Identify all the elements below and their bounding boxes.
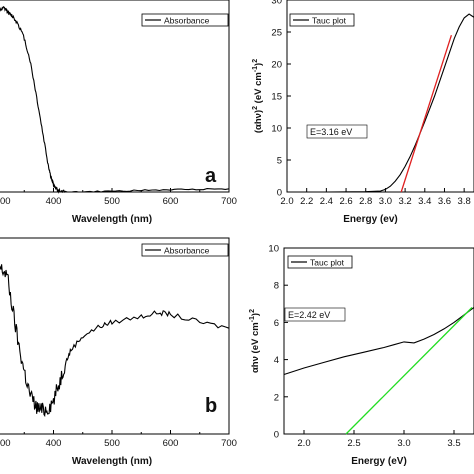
panel-letter: a (205, 165, 217, 187)
x-tick-label: 2.4 (320, 196, 333, 207)
y-axis-label-part: -1 (249, 316, 256, 322)
x-tick-label: 600 (163, 438, 179, 449)
y-tick-label: 0 (274, 430, 279, 441)
x-tick-label: 00 (0, 196, 11, 207)
energy-annotation: E=2.42 eV (288, 310, 330, 320)
y-axis-label-part: ) (253, 63, 264, 66)
x-tick-label: 700 (221, 196, 237, 207)
y-axis-label-part: (αhν) (253, 110, 264, 133)
x-tick-label: 3.0 (379, 196, 392, 207)
legend-box (141, 243, 229, 257)
x-tick-label: 2.0 (280, 196, 293, 207)
legend-label: Tauc plot (310, 258, 345, 268)
panel-b-tauc-chart: 2.0 2.5 3.0 3.5 0 2 4 6 8 10 Energy (eV) αhν (eV cm… (249, 244, 474, 467)
y-tick-label: 0 (277, 188, 282, 199)
y-tick-label: 20 (271, 60, 282, 71)
x-tick-label: 700 (221, 438, 237, 449)
panel-b-absorbance-chart: 00 400 500 600 700 Wavelength (nm) Absorbance b (0, 237, 237, 467)
legend-label: Absorbance (164, 16, 210, 26)
y-axis-label: (αhν)2 (eV cm-1)2 (252, 59, 264, 133)
legend-box (289, 13, 355, 27)
x-tick-label: 600 (163, 196, 179, 207)
y-axis-label-part: 2 (252, 59, 259, 63)
data-curve (0, 6, 230, 194)
x-axis-label: Energy (ev) (343, 214, 397, 225)
x-tick-label: 3.4 (418, 196, 431, 207)
linear-fit-line (345, 307, 473, 435)
legend-box (287, 255, 353, 269)
y-axis-label-part: αhν (eV cm (250, 322, 261, 373)
x-axis-label: Wavelength (nm) (72, 214, 152, 225)
y-axis-label-part: -1 (252, 66, 259, 72)
x-tick-label: 2.0 (297, 438, 310, 449)
x-tick-label: 500 (104, 438, 120, 449)
x-tick-label: 2.5 (347, 438, 360, 449)
y-tick-label: 25 (271, 28, 282, 39)
y-tick-label: 10 (271, 124, 282, 135)
y-tick-label: 8 (274, 281, 279, 292)
data-curve (287, 13, 474, 193)
panel-a-tauc-chart: 2.0 2.2 2.4 2.6 2.8 3.0 3.2 3.4 3.6 3.8 0 5 10 15 20 25… (252, 0, 474, 225)
annotation-box (284, 307, 346, 322)
y-tick-label: 2 (274, 392, 279, 403)
x-tick-label: 3.5 (447, 438, 460, 449)
y-tick-label: 4 (274, 355, 279, 366)
panel-letter: b (205, 395, 217, 417)
x-tick-label: 00 (0, 438, 11, 449)
y-axis-label-part: 2 (252, 106, 259, 110)
y-tick-label: 5 (277, 156, 282, 167)
data-curve (283, 307, 474, 376)
linear-fit-line (400, 35, 453, 193)
y-tick-label: 30 (271, 0, 282, 7)
x-tick-label: 2.2 (300, 196, 313, 207)
x-tick-label: 3.0 (397, 438, 410, 449)
x-tick-label: 2.8 (359, 196, 372, 207)
panel-a-absorbance-chart: 00 400 500 600 700 Wavelength (nm) Absorbance a (0, 0, 237, 225)
x-tick-label: 400 (46, 438, 62, 449)
x-tick-label: 3.6 (438, 196, 451, 207)
plot-frame (0, 0, 230, 193)
x-axis-label: Wavelength (nm) (72, 456, 152, 467)
plot-frame (286, 0, 474, 193)
y-axis-label: αhν (eV cm-1)2 (249, 309, 261, 373)
x-tick-label: 3.8 (458, 196, 471, 207)
plot-frame (283, 247, 474, 435)
annotation-box (306, 124, 368, 139)
y-axis-label-part: (eV cm (253, 72, 264, 106)
legend-label: Tauc plot (312, 16, 347, 26)
data-curve (0, 264, 230, 418)
y-tick-label: 6 (274, 318, 279, 329)
x-tick-label: 400 (46, 196, 62, 207)
legend-box (141, 13, 229, 27)
x-tick-label: 2.6 (339, 196, 352, 207)
energy-annotation: E=3.16 eV (310, 127, 352, 137)
legend-label: Absorbance (164, 246, 210, 256)
y-axis-label-part: 2 (249, 309, 256, 313)
x-axis-label: Energy (eV) (351, 456, 407, 467)
y-tick-label: 15 (271, 92, 282, 103)
y-tick-label: 10 (268, 244, 279, 255)
x-tick-label: 500 (104, 196, 120, 207)
x-tick-label: 3.2 (398, 196, 411, 207)
y-axis-label-part: ) (250, 313, 261, 316)
